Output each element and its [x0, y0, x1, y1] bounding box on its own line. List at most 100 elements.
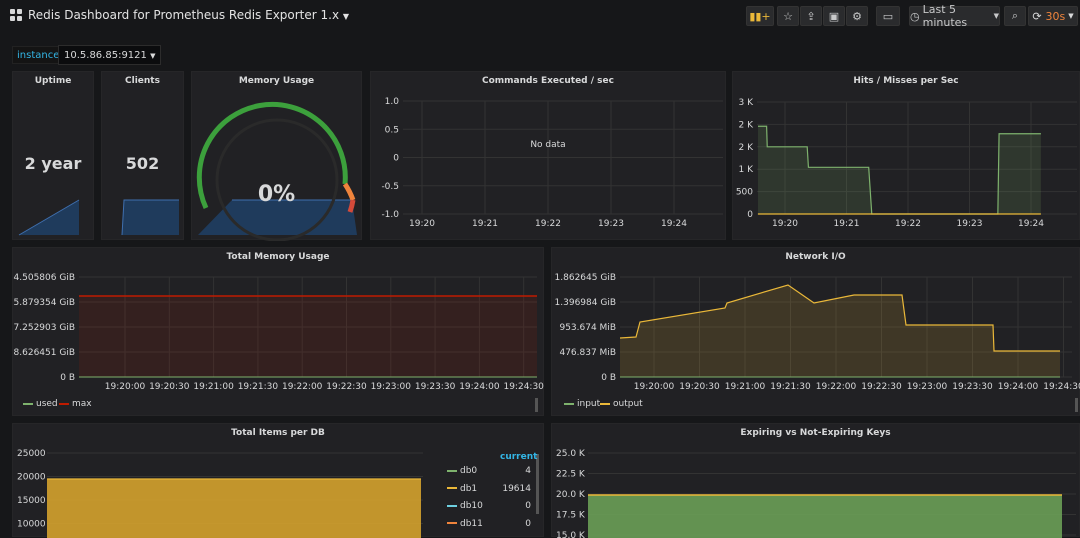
- legend-swatch: [447, 522, 457, 524]
- legend-series-name: db1: [460, 483, 478, 494]
- time-picker[interactable]: ◷ Last 5 minutes ▼: [909, 3, 1000, 29]
- series-line: [758, 125, 1041, 215]
- y-tick-label: 3 K: [739, 98, 755, 108]
- instance-variable-select[interactable]: 10.5.86.85:9121 ▼: [58, 45, 162, 65]
- uptime-panel: Uptime 2 year: [12, 71, 94, 240]
- y-tick-label: 1.0: [385, 97, 400, 107]
- chevron-down-icon: ▼: [993, 12, 999, 20]
- panel-title: Hits / Misses per Sec: [853, 76, 959, 86]
- x-tick-label: 19:20:00: [634, 382, 675, 392]
- clients-panel: Clients 502: [101, 71, 184, 240]
- output-line: [619, 284, 1060, 352]
- y-tick-label: 15000: [17, 496, 46, 506]
- legend-current-value: 19614: [502, 483, 531, 494]
- y-tick-label: 0: [747, 210, 753, 220]
- x-tick-label: 19:21: [472, 219, 498, 229]
- star-button[interactable]: ☆: [777, 6, 799, 26]
- save-button[interactable]: ▣: [823, 6, 845, 26]
- legend-input[interactable]: input: [564, 399, 600, 409]
- legend-db0[interactable]: db0 4: [447, 466, 531, 476]
- dashboard-title[interactable]: Redis Dashboard for Prometheus Redis Exp…: [28, 8, 350, 22]
- max-area: [79, 296, 537, 377]
- hits-misses-panel: Hits / Misses per Sec 3 K 2 K 2 K 1 K 500 0 19…: [732, 71, 1080, 240]
- y-tick-label: 17.5 K: [556, 511, 586, 521]
- y-tick-label: 953.674 MiB: [559, 323, 616, 333]
- clients-sparkline: [121, 199, 179, 236]
- panel-title: Total Memory Usage: [226, 252, 330, 262]
- legend-output[interactable]: output: [600, 399, 643, 409]
- tv-mode-button[interactable]: ▭: [876, 6, 900, 26]
- x-tick-label: 19:23:30: [415, 382, 456, 392]
- legend-db1[interactable]: db1 19614: [447, 484, 531, 494]
- commands-chart: 1.0 0.5 0 -0.5 -1.0 19:20 19:21 19:22 19:23 19:24: [381, 97, 723, 229]
- scrollbar: [535, 398, 538, 412]
- chevron-down-icon: ▼: [342, 12, 350, 21]
- x-tick-label: 19:24: [661, 219, 687, 229]
- y-tick-label: 25000: [17, 449, 46, 459]
- legend-max[interactable]: max: [59, 399, 92, 409]
- x-tick-label: 19:20:30: [679, 382, 720, 392]
- share-button[interactable]: ⇪: [800, 6, 822, 26]
- x-tick-label: 19:21:30: [238, 382, 279, 392]
- memory-usage-panel: Memory Usage 0%: [191, 71, 362, 241]
- y-tick-label: 18.626451 GiB: [13, 348, 75, 358]
- top-navbar: Redis Dashboard for Prometheus Redis Exp…: [0, 0, 1080, 32]
- panel-title: Total Items per DB: [231, 428, 325, 438]
- y-tick-label: 0: [393, 154, 399, 164]
- x-tick-label: 19:23:00: [907, 382, 948, 392]
- x-tick-label: 19:20: [409, 219, 435, 229]
- legend-swatch: [447, 469, 457, 472]
- x-tick-label: 19:24:00: [998, 382, 1039, 392]
- total-memory-chart: 74.505806 GiB 55.879354 GiB 37.252903 GiB 1…: [13, 273, 544, 412]
- x-tick-label: 19:24:00: [459, 382, 500, 392]
- scrollbar: [1075, 398, 1078, 412]
- x-tick-label: 19:23:30: [952, 382, 993, 392]
- panel-title: Uptime: [34, 76, 72, 86]
- legend-current-value: 4: [525, 466, 531, 476]
- x-tick-label: 19:24: [1018, 219, 1044, 229]
- legend-db10[interactable]: db10 0: [447, 501, 531, 511]
- chevron-down-icon: ▼: [1068, 12, 1074, 20]
- legend-db11[interactable]: db11 0: [447, 519, 531, 529]
- scrollbar: [536, 454, 539, 514]
- x-tick-label: 19:22: [895, 219, 921, 229]
- x-tick-label: 19:21:00: [725, 382, 766, 392]
- star-icon: ☆: [783, 9, 793, 23]
- y-tick-label: 0 B: [60, 373, 75, 383]
- x-tick-label: 19:22:30: [326, 382, 367, 392]
- dashboard-grid-icon[interactable]: [10, 9, 22, 21]
- series-area: [758, 126, 1041, 214]
- memory-gauge: [196, 101, 357, 241]
- panel-title: Commands Executed / sec: [482, 76, 614, 86]
- output-area: [620, 285, 1060, 377]
- y-tick-label: 74.505806 GiB: [13, 273, 75, 283]
- x-tick-label: 19:24:30: [503, 382, 544, 392]
- y-tick-label: 0 B: [601, 373, 616, 383]
- x-tick-label: 19:22:00: [816, 382, 857, 392]
- items-per-db-chart: 25000 20000 15000 10000: [17, 449, 539, 538]
- x-tick-label: 19:22:00: [282, 382, 323, 392]
- uptime-value: 2 year: [24, 154, 82, 173]
- settings-button[interactable]: ⚙: [846, 6, 868, 26]
- total-memory-panel: Total Memory Usage 74.505806 GiB 55.87935…: [12, 247, 544, 416]
- y-tick-label: 20000: [17, 473, 46, 483]
- zoom-out-button[interactable]: ⌕: [1004, 6, 1026, 26]
- instance-variable-label: instance: [12, 46, 65, 64]
- clients-value: 502: [125, 154, 160, 173]
- y-tick-label: -0.5: [381, 182, 399, 192]
- legend-current-header: current: [500, 452, 538, 462]
- legend-swatch: [447, 487, 457, 489]
- panel-title: Expiring vs Not-Expiring Keys: [740, 428, 891, 438]
- y-tick-label: 1.396984 GiB: [555, 298, 616, 308]
- y-tick-label: 22.5 K: [556, 470, 586, 480]
- x-tick-label: 19:22: [535, 219, 561, 229]
- add-panel-icon: ▮▮+: [749, 9, 771, 23]
- panel-title: Network I/O: [785, 252, 846, 262]
- refresh-button[interactable]: ⟳ 30s ▼: [1028, 6, 1078, 26]
- panel-title: Memory Usage: [238, 76, 315, 86]
- add-panel-button[interactable]: ▮▮+: [746, 6, 774, 26]
- x-tick-label: 19:23:00: [371, 382, 412, 392]
- x-tick-label: 19:21: [834, 219, 860, 229]
- legend-used[interactable]: used: [23, 399, 58, 409]
- x-tick-label: 19:23: [957, 219, 983, 229]
